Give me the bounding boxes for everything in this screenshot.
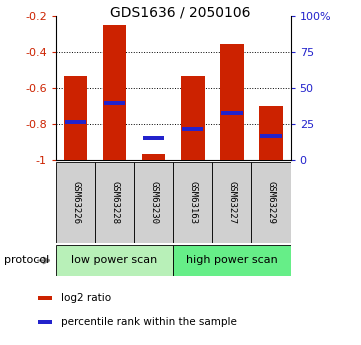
Bar (38, 320, 52, 324)
Text: GSM63226: GSM63226 (71, 181, 80, 224)
Text: GSM63229: GSM63229 (266, 181, 275, 224)
Bar (259, 106, 283, 160)
Bar (252, 162, 291, 243)
Text: log2 ratio: log2 ratio (61, 294, 111, 303)
Text: percentile rank within the sample: percentile rank within the sample (61, 317, 236, 327)
Bar (65, 120, 86, 124)
Bar (95, 162, 134, 243)
Bar (181, 76, 205, 160)
Bar (38, 296, 52, 300)
Text: GSM63228: GSM63228 (110, 181, 119, 224)
Bar (220, 43, 244, 160)
Bar (261, 134, 282, 138)
Bar (143, 136, 164, 140)
Bar (103, 26, 126, 160)
Text: GSM63163: GSM63163 (188, 181, 197, 224)
Bar (142, 154, 165, 160)
Bar (221, 111, 243, 115)
Bar (134, 162, 173, 243)
Text: GSM63230: GSM63230 (149, 181, 158, 224)
Bar (173, 162, 212, 243)
Text: GSM63227: GSM63227 (227, 181, 236, 224)
Bar (56, 162, 95, 243)
Bar (212, 162, 252, 243)
Bar (104, 101, 125, 105)
Bar (64, 76, 87, 160)
Bar (182, 127, 203, 131)
Bar (56, 245, 173, 276)
Text: high power scan: high power scan (186, 256, 278, 265)
Text: GDS1636 / 2050106: GDS1636 / 2050106 (110, 5, 251, 19)
Text: low power scan: low power scan (71, 256, 158, 265)
Bar (173, 245, 291, 276)
Text: protocol: protocol (4, 256, 49, 265)
